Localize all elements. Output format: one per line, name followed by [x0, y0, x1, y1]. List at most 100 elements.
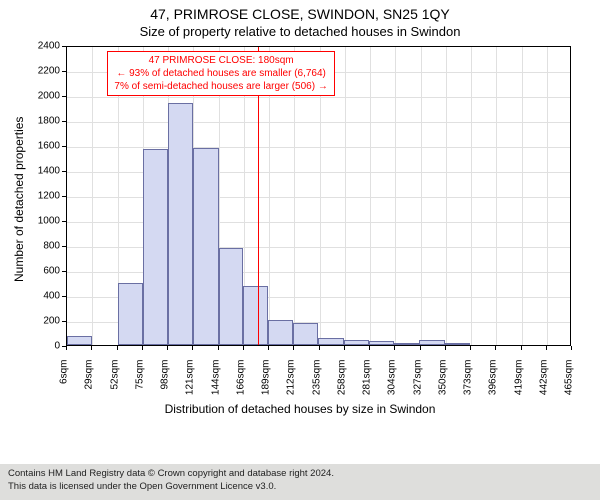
histogram-bar: [394, 343, 419, 346]
xtick-label: 98sqm: [160, 360, 171, 404]
gridline-v: [496, 47, 497, 345]
annotation-line: 47 PRIMROSE CLOSE: 180sqm: [114, 54, 327, 67]
y-axis-label: Number of detached properties: [12, 117, 26, 282]
gridline-v: [395, 47, 396, 345]
histogram-bar: [118, 283, 143, 346]
gridline-v: [92, 47, 93, 345]
xtick-label: 419sqm: [513, 360, 524, 404]
histogram-bar: [193, 148, 218, 346]
ytick-label: 400: [28, 291, 60, 302]
ytick-label: 1600: [28, 141, 60, 152]
xtick-mark: [420, 346, 421, 350]
xtick-mark: [495, 346, 496, 350]
xtick-label: 281sqm: [362, 360, 373, 404]
histogram-bar: [318, 338, 343, 346]
page-subtitle: Size of property relative to detached ho…: [0, 22, 600, 39]
ytick-label: 1200: [28, 191, 60, 202]
histogram-bar: [168, 103, 193, 346]
ytick-mark: [62, 96, 66, 97]
xtick-label: 304sqm: [387, 360, 398, 404]
xtick-mark: [66, 346, 67, 350]
histogram-bar: [369, 341, 394, 345]
histogram-bar: [143, 149, 168, 345]
xtick-mark: [521, 346, 522, 350]
xtick-label: 75sqm: [134, 360, 145, 404]
histogram-bar: [293, 323, 318, 346]
footer-attribution: Contains HM Land Registry data © Crown c…: [0, 464, 600, 500]
histogram-bar: [243, 286, 268, 345]
xtick-label: 6sqm: [59, 360, 70, 404]
xtick-label: 144sqm: [210, 360, 221, 404]
xtick-label: 350sqm: [437, 360, 448, 404]
ytick-label: 1000: [28, 216, 60, 227]
histogram-bar: [219, 248, 243, 346]
histogram-bar: [268, 320, 293, 345]
ytick-mark: [62, 71, 66, 72]
xtick-mark: [117, 346, 118, 350]
ytick-label: 1800: [28, 116, 60, 127]
xtick-mark: [218, 346, 219, 350]
x-axis-label: Distribution of detached houses by size …: [0, 402, 600, 416]
xtick-label: 465sqm: [564, 360, 575, 404]
xtick-label: 29sqm: [84, 360, 95, 404]
gridline-v: [471, 47, 472, 345]
xtick-label: 189sqm: [261, 360, 272, 404]
annotation-line: 7% of semi-detached houses are larger (5…: [114, 80, 327, 93]
xtick-mark: [571, 346, 572, 350]
xtick-label: 166sqm: [235, 360, 246, 404]
xtick-mark: [293, 346, 294, 350]
page-title: 47, PRIMROSE CLOSE, SWINDON, SN25 1QY: [0, 0, 600, 22]
xtick-mark: [369, 346, 370, 350]
ytick-mark: [62, 146, 66, 147]
ytick-label: 2400: [28, 41, 60, 52]
xtick-mark: [192, 346, 193, 350]
xtick-mark: [142, 346, 143, 350]
xtick-mark: [243, 346, 244, 350]
ytick-label: 2000: [28, 91, 60, 102]
ytick-mark: [62, 321, 66, 322]
xtick-mark: [546, 346, 547, 350]
gridline-v: [345, 47, 346, 345]
ytick-mark: [62, 46, 66, 47]
ytick-mark: [62, 221, 66, 222]
xtick-mark: [167, 346, 168, 350]
ytick-mark: [62, 171, 66, 172]
gridline-v: [370, 47, 371, 345]
ytick-mark: [62, 246, 66, 247]
xtick-label: 212sqm: [286, 360, 297, 404]
footer-line: This data is licensed under the Open Gov…: [8, 481, 592, 494]
xtick-label: 442sqm: [538, 360, 549, 404]
gridline-v: [446, 47, 447, 345]
xtick-mark: [268, 346, 269, 350]
histogram-bar: [67, 336, 92, 345]
histogram-bar: [344, 340, 369, 345]
ytick-label: 600: [28, 266, 60, 277]
plot-area: 47 PRIMROSE CLOSE: 180sqm← 93% of detach…: [66, 46, 571, 346]
xtick-label: 373sqm: [463, 360, 474, 404]
footer-line: Contains HM Land Registry data © Crown c…: [8, 468, 592, 481]
histogram-bar: [419, 340, 444, 345]
xtick-mark: [91, 346, 92, 350]
xtick-label: 235sqm: [311, 360, 322, 404]
annotation-line: ← 93% of detached houses are smaller (6,…: [114, 67, 327, 80]
ytick-label: 200: [28, 316, 60, 327]
histogram-bar: [445, 343, 470, 345]
gridline-v: [421, 47, 422, 345]
gridline-v: [522, 47, 523, 345]
xtick-mark: [394, 346, 395, 350]
xtick-label: 396sqm: [488, 360, 499, 404]
xtick-label: 327sqm: [412, 360, 423, 404]
gridline-v: [547, 47, 548, 345]
ytick-label: 0: [28, 341, 60, 352]
ytick-mark: [62, 271, 66, 272]
xtick-label: 121sqm: [185, 360, 196, 404]
chart-container: Number of detached properties 47 PRIMROS…: [0, 46, 600, 426]
ytick-label: 2200: [28, 66, 60, 77]
ytick-mark: [62, 121, 66, 122]
ytick-mark: [62, 296, 66, 297]
xtick-mark: [319, 346, 320, 350]
xtick-mark: [470, 346, 471, 350]
annotation-box: 47 PRIMROSE CLOSE: 180sqm← 93% of detach…: [107, 51, 334, 96]
ytick-mark: [62, 196, 66, 197]
xtick-mark: [344, 346, 345, 350]
